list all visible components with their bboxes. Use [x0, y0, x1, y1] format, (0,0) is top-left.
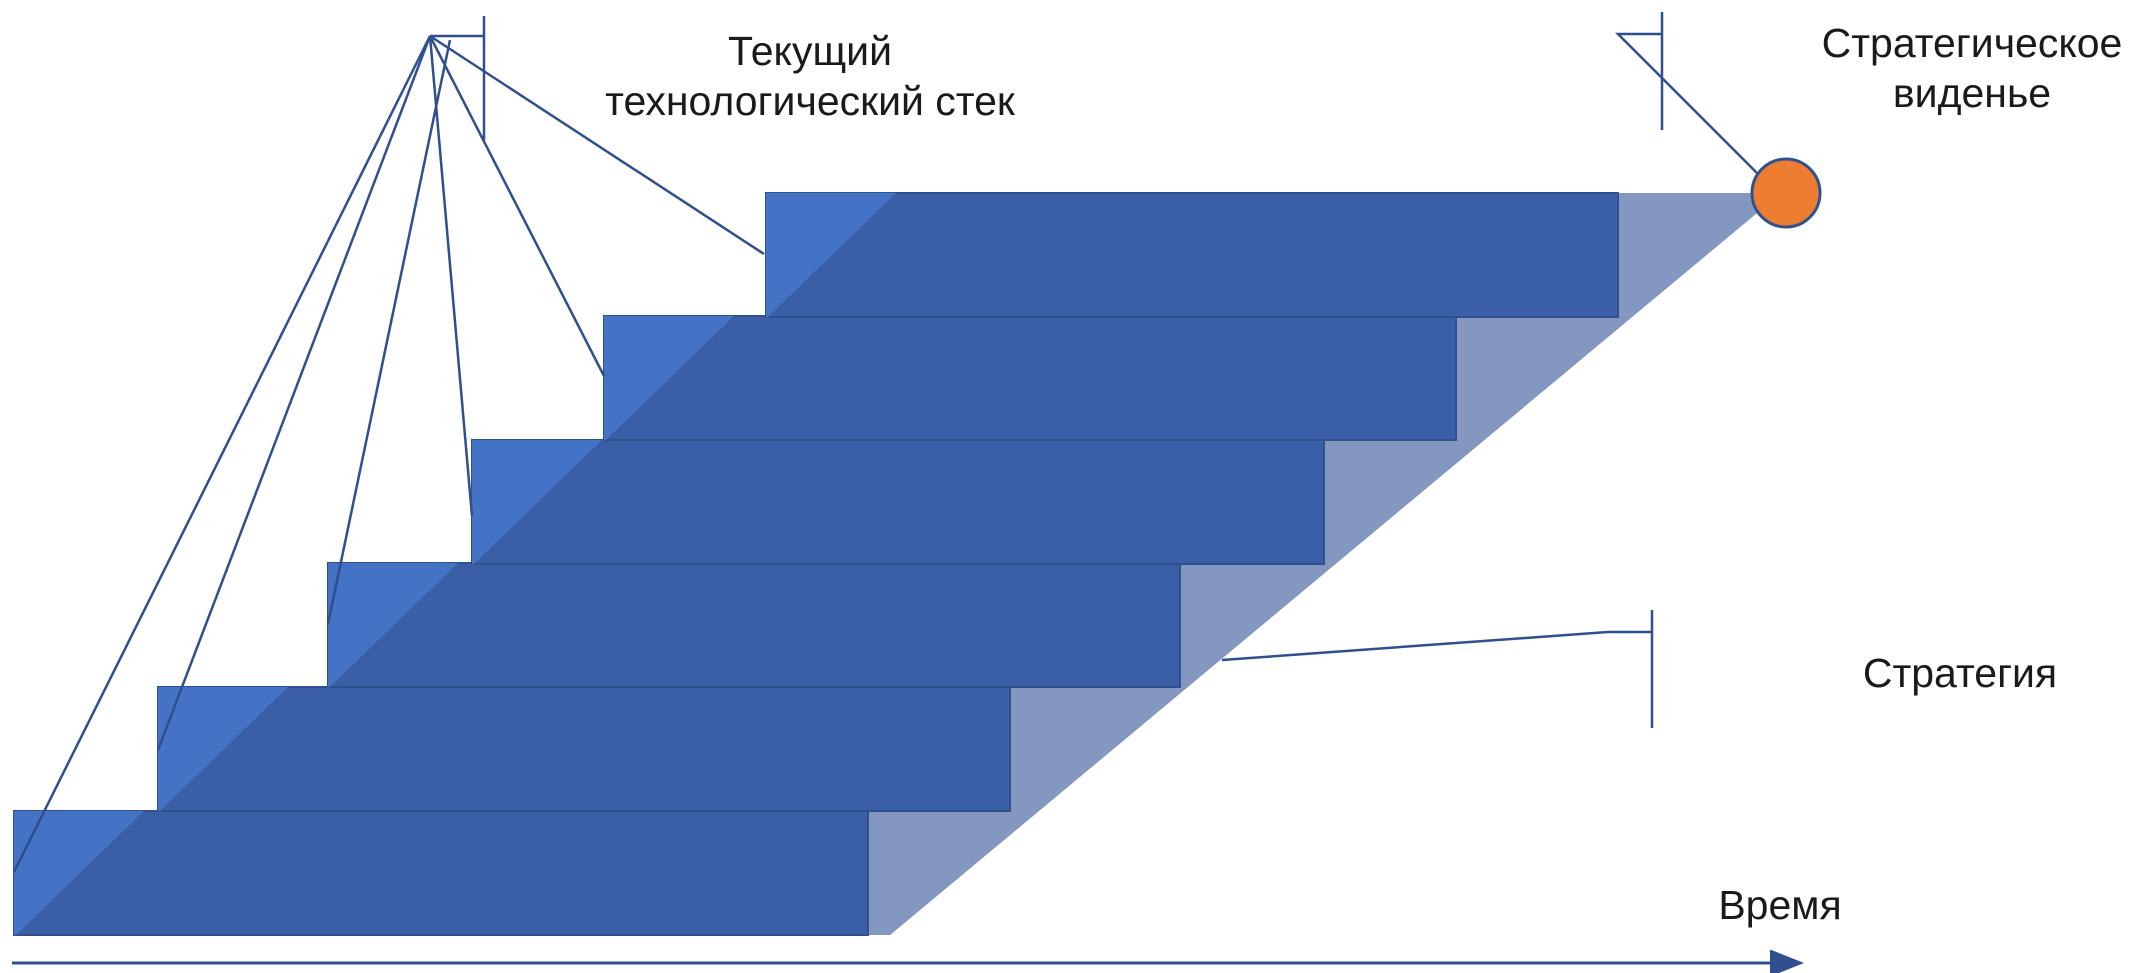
steps-group [13, 192, 1619, 936]
ramp-fill-group [868, 193, 1781, 935]
stair-step-face [14, 811, 144, 935]
step-shadow [1324, 440, 1485, 564]
stack-callout-lines [12, 16, 765, 873]
stair-step-face [766, 193, 896, 317]
callout-line-1 [12, 35, 432, 873]
step-shadow [1618, 193, 1781, 317]
strategy-callout [1221, 610, 1654, 728]
strategic-vision-dot [1750, 157, 1822, 229]
callout-bracket [430, 16, 486, 140]
time-axis-label: Время [1718, 882, 1842, 928]
stair-step-face [158, 687, 288, 811]
step-shadow [1180, 563, 1337, 687]
strategy-label: Стратегия [1862, 650, 2058, 696]
current-stack-label-line-2: технологический стек [605, 78, 1015, 124]
vision-callout [1614, 12, 1763, 179]
stair-step-face [328, 563, 458, 687]
callout-line-6 [429, 34, 765, 256]
current-stack-label-line-1: Текущий [728, 28, 892, 74]
stair-step [327, 562, 1181, 688]
stair-step-face [604, 316, 734, 440]
strategic-vision-label-line-2: виденье [1892, 70, 2052, 116]
step-shadow [1010, 687, 1188, 811]
stair-step [13, 810, 869, 936]
stair-step [765, 192, 1619, 318]
callout-line-5 [428, 35, 606, 377]
strategic-vision-label: Стратегическое виденье [1792, 18, 2139, 118]
stair-step [157, 686, 1011, 812]
callout-line-2 [156, 35, 432, 751]
strategic-vision-label-line-1: Стратегическое [1821, 20, 2123, 66]
stair-step-face [472, 440, 602, 564]
time-axis [12, 949, 1805, 973]
stair-step [603, 315, 1457, 441]
current-stack-label: Текущий технологический стек [560, 26, 1060, 126]
callout-line-4 [428, 35, 474, 517]
stair-step [471, 439, 1325, 565]
callout-line-3 [326, 39, 452, 625]
step-shadow [868, 811, 1039, 935]
step-shadow [1456, 316, 1634, 440]
